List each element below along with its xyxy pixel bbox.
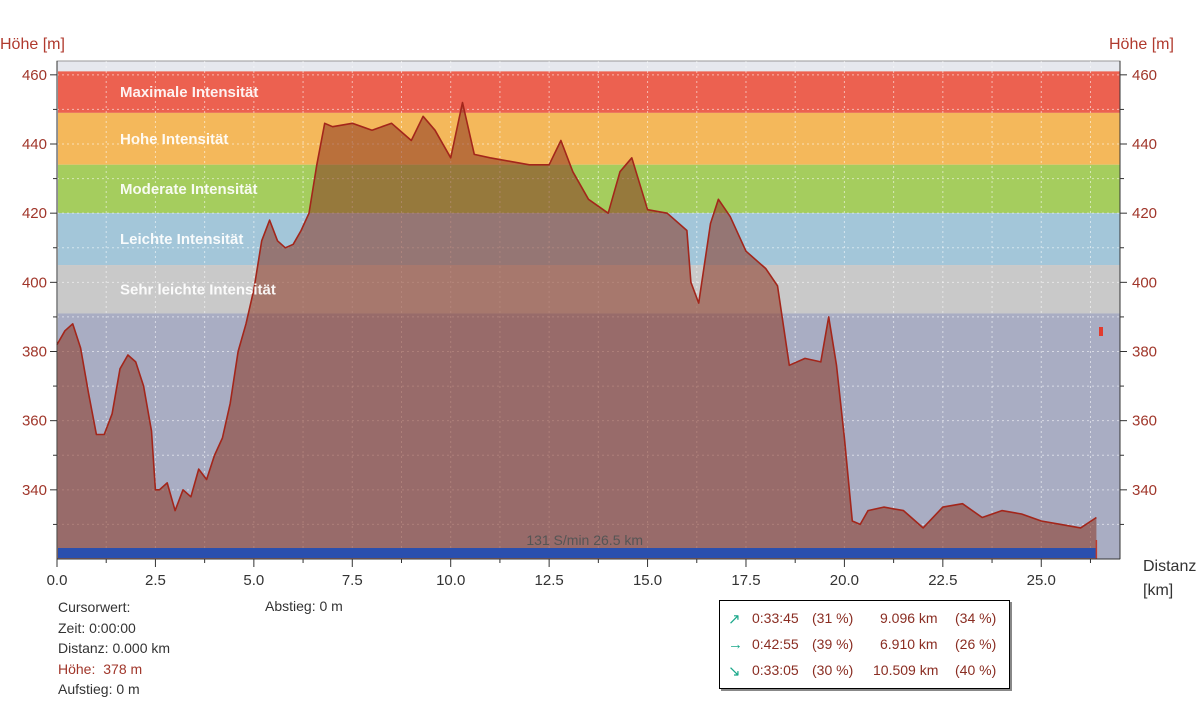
zone-label: Hohe Intensität: [120, 131, 228, 148]
stat-distance: 9.096 km: [880, 610, 938, 626]
x-tick-label: 7.5: [342, 572, 363, 589]
y-axis-title-right: Höhe [m]: [1109, 36, 1174, 53]
cadence-bar: [58, 548, 1097, 558]
x-axis-title-text: Distanz [km]: [1143, 558, 1197, 599]
stat-time: 0:42:55: [752, 636, 799, 652]
y-tick-label-right: 340: [1132, 482, 1157, 499]
zone-label: Sehr leichte Intensität: [120, 281, 276, 298]
stat-distance: 10.509 km: [873, 662, 939, 678]
x-tick-label: 25.0: [1027, 572, 1056, 589]
ascent-arrow-icon: ↗: [728, 611, 741, 628]
x-tick-label: 5.0: [243, 572, 264, 589]
y-tick-label-right: 360: [1132, 413, 1157, 430]
cadence-annotation: 131 S/min 26.5 km: [526, 532, 643, 548]
y-tick-label-right: 460: [1132, 67, 1157, 84]
descent-arrow-icon: ↘: [728, 663, 741, 680]
stat-distance-pct: (34 %): [955, 610, 997, 626]
cursor-distance: Distanz: 0.000 km: [58, 640, 171, 656]
y-axis-title-left: Höhe [m]: [0, 36, 65, 53]
cursor-elevation: Höhe: 378 m: [58, 659, 170, 680]
zone-label: Maximale Intensität: [120, 84, 258, 101]
stat-time: 0:33:05: [752, 662, 799, 678]
y-tick-label-left: 340: [22, 482, 47, 499]
y-tick-label-right: 380: [1132, 344, 1157, 361]
x-tick-label: 12.5: [535, 572, 564, 589]
x-tick-label: 22.5: [928, 572, 957, 589]
cursor-marker: [1099, 327, 1103, 336]
cursor-descent: Abstieg: 0 m: [265, 598, 343, 614]
x-tick-label: 17.5: [731, 572, 760, 589]
zone-labels: Maximale Intensität Hohe Intensität Modera…: [120, 84, 276, 298]
stat-time: 0:33:45: [752, 610, 799, 626]
cursor-ascent: Aufstieg: 0 m: [58, 681, 140, 697]
y-tick-label-left: 440: [22, 136, 47, 153]
x-tick-label: 10.0: [436, 572, 465, 589]
stat-time-pct: (30 %): [812, 662, 854, 678]
y-tick-label-left: 380: [22, 344, 47, 361]
cursor-elevation-value: 378 m: [103, 660, 143, 677]
stat-distance: 6.910 km: [880, 636, 938, 652]
y-tick-label-right: 440: [1132, 136, 1157, 153]
y-tick-label-left: 400: [22, 274, 47, 291]
y-tick-label-right: 400: [1132, 274, 1157, 291]
cursor-elevation-label: Höhe:: [58, 660, 96, 677]
cursor-time: Zeit: 0:00:00: [58, 619, 136, 636]
stat-distance-pct: (40 %): [955, 662, 997, 678]
zone-label: Leichte Intensität: [120, 231, 243, 248]
elevation-fill: [57, 102, 1097, 559]
x-tick-label: 2.5: [145, 572, 166, 589]
elevation-area: 131 S/min 26.5 km: [56, 101, 1103, 559]
zone-label: Moderate Intensität: [120, 181, 258, 198]
cursor-info: Cursorwert: Zeit: 0:00:00 Distanz: 0.000…: [58, 597, 170, 700]
y-tick-label-left: 360: [22, 413, 47, 430]
x-axis-title: Distanz [km]: [1143, 555, 1201, 603]
y-tick-label-left: 420: [22, 205, 47, 222]
cursor-label: Cursorwert:: [58, 599, 131, 615]
y-tick-label-right: 420: [1132, 205, 1157, 222]
stat-time-pct: (39 %): [812, 636, 854, 652]
x-tick-label: 15.0: [633, 572, 662, 589]
x-tick-label: 20.0: [830, 572, 859, 589]
axes: 340 340 360 360 380 380 400 400 420 420 440 440 460 4…: [22, 61, 1157, 589]
flat-arrow-icon: →: [728, 636, 743, 653]
elevation-line: [56, 101, 1097, 529]
y-tick-label-left: 460: [22, 67, 47, 84]
x-tick-label: 0.0: [47, 572, 68, 589]
stat-time-pct: (31 %): [812, 610, 854, 626]
stat-distance-pct: (26 %): [955, 636, 997, 652]
stats-box: ↗ 0:33:45 (31 %) 9.096 km (34 %) → 0:42:…: [719, 600, 1010, 689]
